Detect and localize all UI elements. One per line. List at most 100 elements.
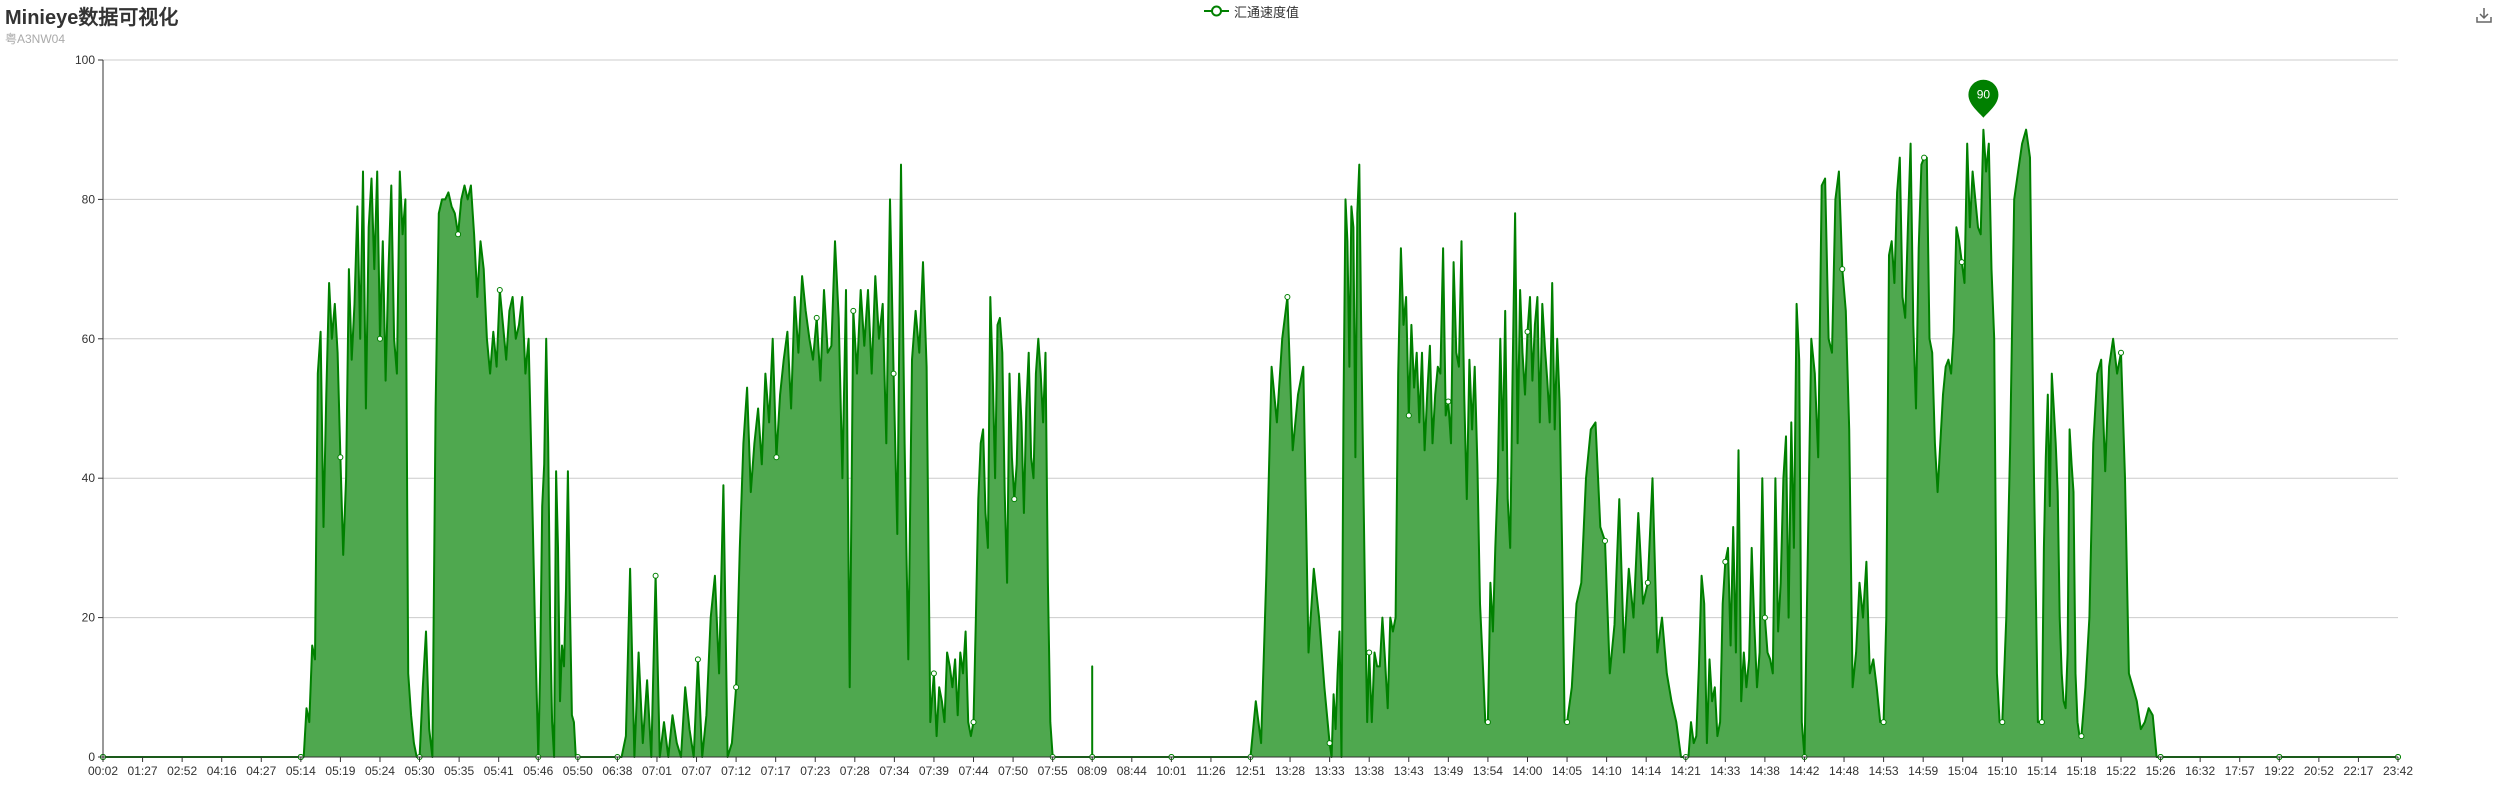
- x-tick-label: 07:44: [959, 764, 989, 778]
- x-tick-label: 14:59: [1908, 764, 1938, 778]
- data-point: [1921, 154, 1928, 161]
- data-point: [1999, 719, 2006, 726]
- max-marker: 90: [1968, 79, 1999, 118]
- data-point: [970, 719, 977, 726]
- x-tick-label: 15:14: [2027, 764, 2057, 778]
- chart-title: Minieye数据可视化: [5, 7, 179, 29]
- data-point: [337, 454, 344, 461]
- data-point: [1524, 328, 1531, 335]
- data-point: [733, 684, 740, 691]
- x-tick-label: 05:30: [405, 764, 435, 778]
- data-point: [1602, 537, 1608, 544]
- data-point: [1839, 266, 1846, 273]
- x-tick-label: 05:24: [365, 764, 395, 778]
- series-area: [103, 129, 2398, 757]
- data-point: [694, 656, 701, 663]
- y-tick-label: 100: [75, 53, 95, 67]
- x-tick-label: 07:17: [761, 764, 791, 778]
- data-point: [2078, 733, 2085, 740]
- x-tick-label: 17:57: [2225, 764, 2255, 778]
- data-point: [377, 335, 383, 342]
- x-tick-label: 08:44: [1117, 764, 1147, 778]
- x-tick-label: 15:22: [2106, 764, 2136, 778]
- data-point: [1284, 294, 1291, 300]
- x-tick-label: 23:42: [2383, 764, 2413, 778]
- x-tick-label: 19:22: [2264, 764, 2294, 778]
- x-tick-label: 04:27: [246, 764, 276, 778]
- data-point: [813, 314, 820, 321]
- speed-line: [103, 128, 2398, 758]
- x-tick-label: 05:41: [484, 764, 514, 778]
- y-tick-label: 0: [88, 750, 95, 764]
- download-icon[interactable]: [2474, 5, 2494, 25]
- x-tick-label: 07:39: [919, 764, 949, 778]
- data-point: [2118, 349, 2124, 356]
- x-tick-label: 16:32: [2185, 764, 2215, 778]
- x-tick-label: 14:21: [1671, 764, 1701, 778]
- x-tick-label: 07:34: [879, 764, 909, 778]
- x-tick-label: 07:12: [721, 764, 751, 778]
- max-marker-label: 90: [1977, 88, 1991, 102]
- x-tick-label: 07:50: [998, 764, 1028, 778]
- x-tick-label: 05:14: [286, 764, 316, 778]
- x-tick-label: 04:16: [207, 764, 237, 778]
- x-tick-label: 15:26: [2146, 764, 2176, 778]
- x-tick-label: 07:07: [682, 764, 712, 778]
- x-tick-label: 00:02: [88, 764, 118, 778]
- x-tick-label: 15:18: [2066, 764, 2096, 778]
- x-tick-label: 13:28: [1275, 764, 1305, 778]
- x-tick-label: 22:17: [2343, 764, 2373, 778]
- x-tick-label: 01:27: [128, 764, 158, 778]
- data-point: [930, 670, 937, 677]
- data-point: [1011, 496, 1018, 503]
- series-line: [103, 128, 2398, 758]
- x-tick-label: 13:54: [1473, 764, 1503, 778]
- x-tick-label: 10:01: [1156, 764, 1186, 778]
- x-tick-label: 07:28: [840, 764, 870, 778]
- data-point: [1326, 740, 1333, 747]
- data-point: [1484, 719, 1491, 726]
- data-point: [1880, 719, 1887, 726]
- data-point: [1564, 719, 1571, 726]
- data-point: [850, 307, 857, 314]
- data-point: [1958, 259, 1965, 266]
- x-tick-label: 13:38: [1354, 764, 1384, 778]
- x-tick-label: 06:38: [602, 764, 632, 778]
- x-tick-label: 14:05: [1552, 764, 1582, 778]
- x-tick-label: 14:38: [1750, 764, 1780, 778]
- y-tick-label: 80: [82, 192, 96, 206]
- data-point: [1761, 614, 1768, 621]
- data-point: [2038, 719, 2045, 726]
- data-point: [1644, 579, 1651, 586]
- x-tick-label: 13:49: [1433, 764, 1463, 778]
- axes: 0 20 40 60 80 100 00:02 01:27 02:52 04:16 04:27 05:…: [75, 53, 2413, 778]
- x-tick-label: 14:33: [1710, 764, 1740, 778]
- x-tick-label: 20:52: [2304, 764, 2334, 778]
- x-tick-label: 12:51: [1235, 764, 1265, 778]
- max-marker-pin: [1968, 79, 1999, 118]
- data-point: [496, 287, 503, 293]
- x-tick-label: 02:52: [167, 764, 197, 778]
- x-tick-label: 13:33: [1315, 764, 1345, 778]
- y-tick-label: 20: [82, 611, 96, 625]
- y-tick-label: 60: [82, 332, 96, 346]
- data-point: [1445, 398, 1452, 405]
- x-tick-label: 14:48: [1829, 764, 1859, 778]
- x-tick-label: 14:00: [1512, 764, 1542, 778]
- x-tick-label: 05:46: [523, 764, 553, 778]
- legend-line-icon: [1204, 5, 1229, 17]
- legend-item-speed[interactable]: 汇通速度值: [1204, 1, 1299, 21]
- x-tick-label: 14:42: [1789, 764, 1819, 778]
- x-tick-label: 11:26: [1196, 764, 1225, 778]
- x-tick-label: 05:19: [325, 764, 355, 778]
- x-tick-label: 14:53: [1869, 764, 1899, 778]
- x-tick-label: 08:09: [1077, 764, 1107, 778]
- x-tick-label: 14:14: [1631, 764, 1661, 778]
- x-tick-label: 07:23: [800, 764, 830, 778]
- y-tick-label: 40: [82, 471, 96, 485]
- data-point: [455, 231, 462, 238]
- x-tick-label: 05:50: [563, 764, 593, 778]
- data-point: [1405, 412, 1412, 419]
